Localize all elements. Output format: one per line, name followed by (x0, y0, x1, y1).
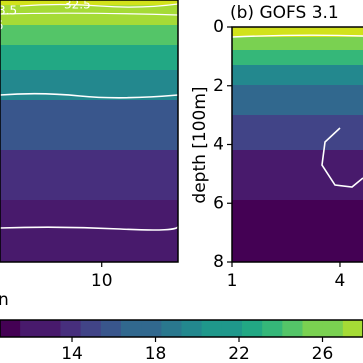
colorbar-tick-label: 22 (228, 344, 250, 363)
colorbar-step (342, 320, 363, 337)
colorbar-step (242, 320, 263, 337)
x-axis-label: n (0, 290, 9, 310)
contour-label: 3.5 (0, 4, 17, 18)
colorbar-step (20, 320, 41, 337)
colorbar-step (262, 320, 283, 337)
contour-line (232, 34, 363, 38)
colorbar-frame (0, 319, 363, 338)
x-tick-label: 4 (335, 271, 346, 291)
contour-label: 5 (0, 19, 4, 33)
field-band (232, 200, 363, 262)
colorbar-step (100, 320, 122, 337)
colorbar-step (60, 320, 82, 337)
field-band (0, 70, 178, 100)
field-band (232, 27, 363, 37)
y-tick-label: 0 (213, 17, 224, 37)
panel-a: 32.5 3.55 (0, 0, 178, 262)
contour-line (321, 127, 363, 188)
field-band (0, 10, 178, 25)
field-band (0, 100, 178, 150)
y-tick-label: 2 (213, 76, 224, 96)
x-tick-label: 10 (91, 271, 113, 291)
colorbar-step (161, 320, 182, 337)
colorbar-step (40, 320, 61, 337)
colorbar-tick-label: 14 (61, 344, 83, 363)
contour-line (0, 225, 178, 231)
colorbar-step (121, 320, 142, 337)
contour-line (19, 3, 178, 8)
y-tick-label: 6 (213, 193, 224, 213)
field-band (0, 45, 178, 70)
colorbar-step (302, 320, 324, 337)
field-band (232, 65, 363, 85)
contour-line (0, 92, 178, 99)
colorbar-tick-label: 26 (312, 344, 334, 363)
colorbar-step (282, 320, 303, 337)
colorbar-step (221, 320, 243, 337)
contour-line (0, 12, 178, 16)
panel-title: (b) GOFS 3.1 (230, 3, 339, 23)
field-band (0, 25, 178, 45)
colorbar-step (141, 320, 162, 337)
field-band (0, 200, 178, 262)
field-band (0, 150, 178, 200)
x-tick-label: 1 (227, 271, 238, 291)
y-axis-label: depth [100m] (190, 86, 210, 203)
field-band (0, 5, 178, 12)
contour-label: 32.5 (64, 0, 91, 12)
field-band (232, 37, 363, 50)
colorbar-step (181, 320, 203, 337)
y-tick-label: 4 (213, 135, 224, 155)
colorbar-step (201, 320, 223, 337)
field-band (232, 115, 363, 150)
axes-frame (0, 0, 179, 263)
panel-b (232, 27, 363, 262)
colorbar-tick-label: 18 (145, 344, 167, 363)
field-band (0, 0, 178, 5)
colorbar-step (80, 320, 102, 337)
field-band (232, 150, 363, 200)
colorbar-step (322, 320, 344, 337)
field-band (232, 50, 363, 65)
colorbar-step (0, 320, 21, 337)
field-band (232, 85, 363, 115)
y-tick-label: 8 (213, 252, 224, 272)
